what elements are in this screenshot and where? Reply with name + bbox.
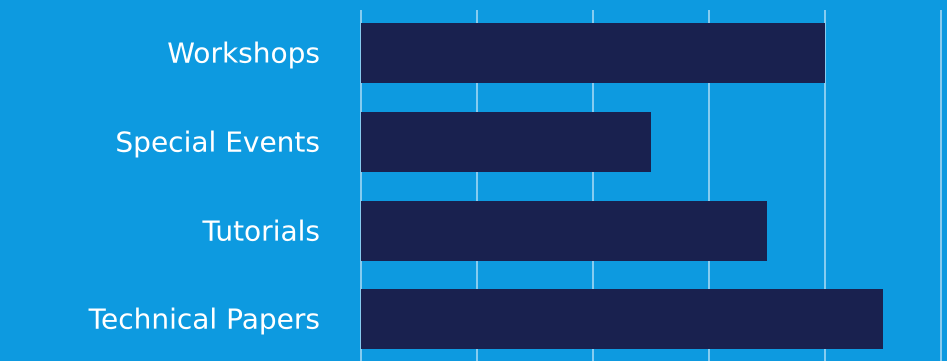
bar-tutorials <box>361 201 767 261</box>
bar-technical-papers <box>361 289 883 349</box>
category-label: Workshops <box>167 37 320 70</box>
category-labels: Workshops Special Events Tutorials Technica… <box>88 37 320 336</box>
category-label: Tutorials <box>201 215 320 248</box>
bars <box>361 23 883 349</box>
category-label: Technical Papers <box>88 303 320 336</box>
bar-special-events <box>361 112 651 172</box>
category-label: Special Events <box>115 126 320 159</box>
bar-workshops <box>361 23 825 83</box>
